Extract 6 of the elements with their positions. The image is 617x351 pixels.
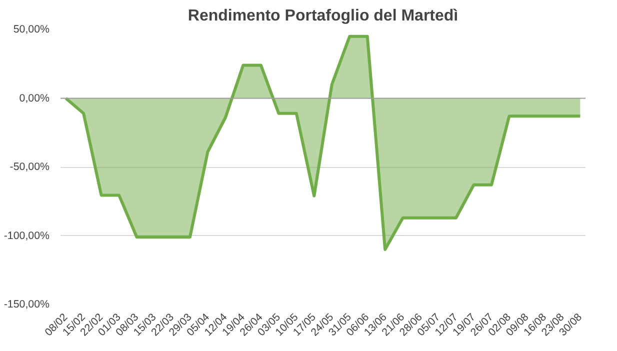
y-tick-label: 50,00% bbox=[13, 24, 50, 36]
y-tick-label: -100,00% bbox=[4, 230, 50, 242]
chart-title: Rendimento Portafoglio del Martedì bbox=[188, 8, 458, 24]
y-tick-label: 0,00% bbox=[19, 92, 50, 104]
y-tick-label: -50,00% bbox=[10, 161, 50, 173]
y-tick-label: -150,00% bbox=[4, 298, 50, 310]
